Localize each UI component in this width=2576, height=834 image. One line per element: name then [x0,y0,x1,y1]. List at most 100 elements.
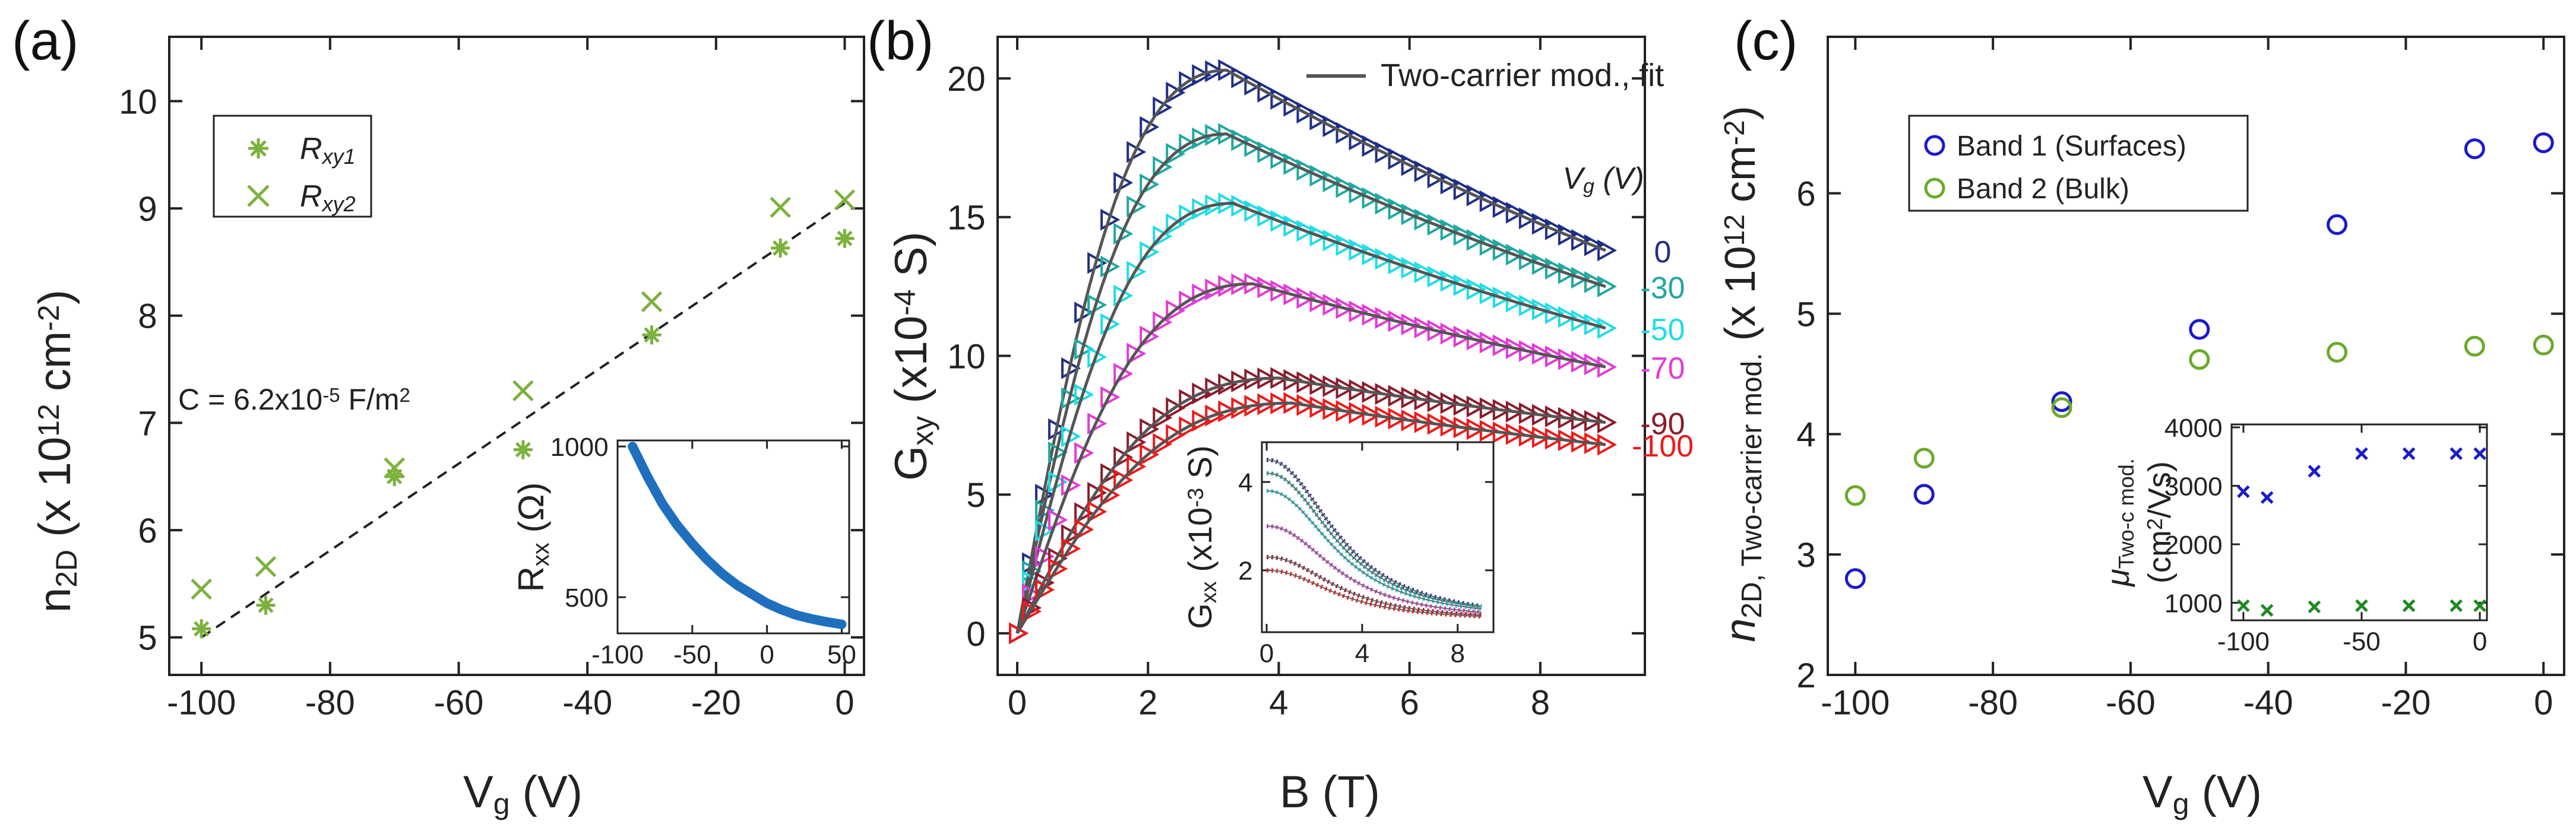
data-point [1205,404,1225,427]
inset-gxx-fit [1266,525,1482,613]
data-point-Band-1 [1913,484,1935,505]
data-point [1401,313,1421,335]
data-point [1388,310,1408,332]
fit-line [201,202,846,639]
data-point [1140,443,1160,466]
data-point-R_xy1 [835,229,855,248]
data-point [1087,481,1107,504]
fit-curve [1015,282,1606,634]
data-point [1192,410,1212,432]
data-point [1283,283,1303,306]
data-point-Band-2 [2533,334,2554,356]
data-point [1492,239,1512,261]
inset-data-point [2473,447,2486,461]
y-tick-label: 8 [138,297,157,336]
y-tick-label: 3 [1796,536,1815,575]
y-tick-label: 10 [947,337,986,376]
data-point [1466,229,1486,251]
legend-marker [247,185,270,207]
inset-gxx-fit [1266,473,1482,608]
data-point [1336,122,1356,144]
data-point [1440,322,1460,345]
y-tick-label: 15 [947,199,986,237]
data-point [1296,158,1317,181]
data-point [1362,243,1382,265]
fit-curve [1015,132,1606,634]
panel-label-a: (a) [12,11,78,71]
panel-label-b: (b) [867,11,933,71]
data-point [1388,252,1408,275]
legend-marker [1924,177,1945,199]
x-tick-label: -80 [305,684,355,722]
data-point [1440,172,1460,195]
x-tick-label: -100 [167,684,236,722]
data-point-Band-2 [1844,485,1866,506]
series-0: 0 [1009,59,1671,645]
inset-y-axis-label: Gxx (x10-3 S) [1181,445,1221,629]
data-point [1558,306,1578,328]
legend-label: Rxy2 [300,179,356,216]
data-point [1231,66,1251,88]
inset-data-point [2450,447,2463,461]
data-point [1584,313,1605,336]
x-tick-label: -50 [673,640,711,670]
data-point [1453,178,1473,201]
data-point [1531,253,1552,275]
data-point [1283,94,1303,117]
x-tick-label: 0 [2534,684,2553,722]
y-tick-label: 500 [565,584,608,613]
y-tick-label: 20 [947,60,986,99]
data-point [1427,214,1447,236]
data-point [1518,248,1539,271]
data-point [1048,557,1068,580]
data-point [1153,225,1173,248]
y-tick-label: 4000 [2164,414,2223,443]
data-point [1166,142,1186,165]
axes-frame [616,439,850,635]
data-point [1270,87,1290,110]
gate-label: -100 [1632,429,1694,464]
series--70: -70 [1009,272,1685,645]
data-point [1505,337,1526,359]
data-point [1309,164,1330,187]
data-point [1309,224,1330,247]
data-point [1179,290,1199,313]
x-tick-label: 0 [1259,639,1274,668]
x-tick-label: 50 [827,640,856,670]
data-point [1349,239,1369,261]
x-axis-label: Vg (V) [2143,767,2262,820]
data-point [1558,262,1578,284]
data-point [1126,261,1147,283]
inset-data-point [2308,465,2321,478]
x-tick-label: 0 [835,684,854,722]
data-point-R_xy1 [771,238,790,258]
data-point-R_xy2 [191,578,212,600]
data-point [1322,229,1343,252]
data-point-Band-1 [2051,391,2072,413]
data-point [1231,397,1251,419]
series--30: -30 [1009,123,1685,645]
data-point [1192,127,1212,150]
data-point [1492,196,1512,218]
y-axis-label: Gxy (x10-4 S) [886,232,939,481]
x-axis-label: B (T) [1280,767,1380,817]
data-point-R_xy2 [641,291,663,313]
data-point [1362,135,1382,157]
data-point-Band-2 [2327,341,2348,363]
data-point [1244,74,1264,96]
data-point [1440,218,1460,241]
y-tick-label: 6 [138,512,157,550]
data-point [1179,134,1199,156]
panel-a-inset-axes: -100 -50 0 50 500 1000 Rxx (Ω) [511,433,856,670]
data-point [1113,469,1134,491]
data-point [1584,271,1605,293]
data-point [1505,201,1526,224]
y-tick-label: 10 [119,83,157,121]
data-point-Band-1 [2327,214,2348,235]
inset-gxx-fit [1266,459,1482,607]
data-point [1270,210,1290,232]
data-point [1545,218,1565,240]
data-point [1531,343,1552,365]
data-point [1140,173,1160,196]
data-point [1270,147,1290,169]
